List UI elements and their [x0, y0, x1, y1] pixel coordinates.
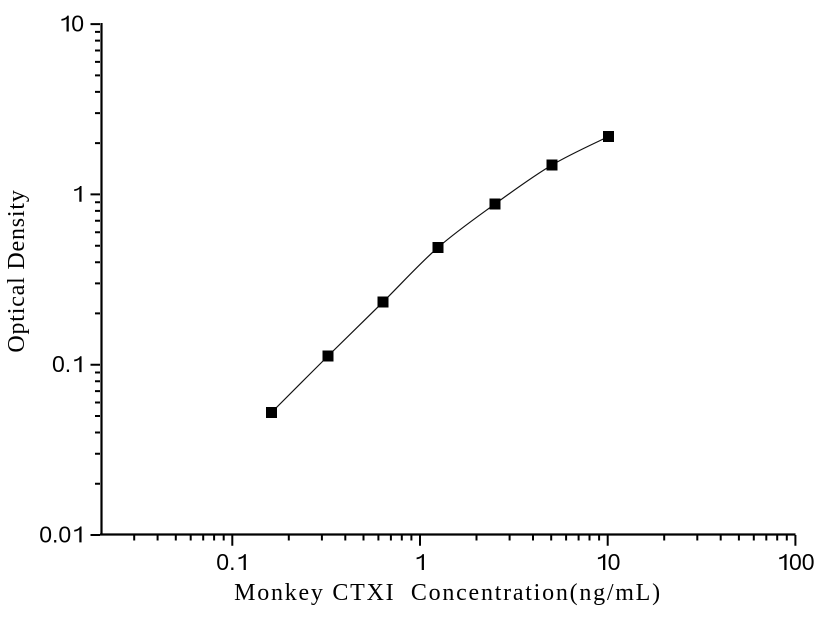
- svg-text:Optical Density: Optical Density: [4, 189, 30, 352]
- svg-text:Monkey CTXI Concentration(ng/: Monkey CTXI Concentration(ng/mL): [234, 580, 662, 606]
